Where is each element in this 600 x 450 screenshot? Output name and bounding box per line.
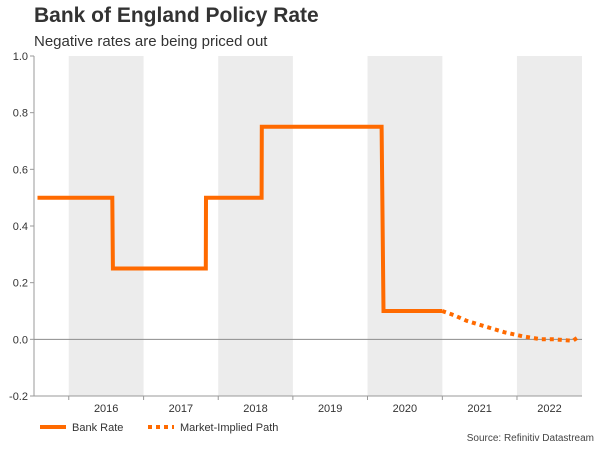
- year-band-2018: [218, 56, 293, 396]
- x-tick-label: 2017: [169, 403, 193, 415]
- y-axis-ticks: -0.2 0.0 0.2 0.4 0.6 0.8 1.0: [9, 51, 34, 403]
- x-tick-label: 2020: [393, 403, 417, 415]
- y-tick-label: 0.0: [13, 334, 28, 346]
- x-tick-label: 2022: [537, 403, 561, 415]
- year-bands: [68, 56, 582, 396]
- legend-item-market-implied-path: Market-Implied Path: [148, 422, 278, 434]
- chart-title: Bank of England Policy Rate: [34, 4, 319, 27]
- y-tick-label: -0.2: [9, 391, 28, 403]
- legend-label: Bank Rate: [72, 422, 123, 434]
- x-tick-label: 2019: [318, 403, 342, 415]
- y-tick-label: 0.2: [13, 278, 28, 290]
- legend-item-bank-rate: Bank Rate: [40, 422, 123, 434]
- x-tick-label: 2018: [243, 403, 267, 415]
- chart-subtitle: Negative rates are being priced out: [34, 33, 268, 50]
- y-tick-label: 0.8: [13, 108, 28, 120]
- x-axis-year-labels: 2016 2017 2018 2019 2020 2021 2022: [68, 396, 562, 415]
- x-tick-label: 2021: [467, 403, 491, 415]
- year-band-2016: [68, 56, 144, 396]
- legend: Bank Rate Market-Implied Path: [40, 422, 278, 434]
- source-note: Source: Refinitiv Datastream: [466, 433, 594, 444]
- y-tick-label: 1.0: [13, 51, 28, 63]
- year-band-2020: [367, 56, 443, 396]
- series-line-bank-rate: [37, 124, 443, 313]
- y-tick-label: 0.6: [13, 164, 28, 176]
- y-tick-label: 0.4: [13, 221, 28, 233]
- series-lines: [37, 124, 581, 343]
- series-line-market-implied-path: [441, 309, 581, 343]
- year-band-2022: [516, 56, 582, 396]
- x-tick-label: 2016: [94, 403, 118, 415]
- legend-label: Market-Implied Path: [180, 422, 278, 434]
